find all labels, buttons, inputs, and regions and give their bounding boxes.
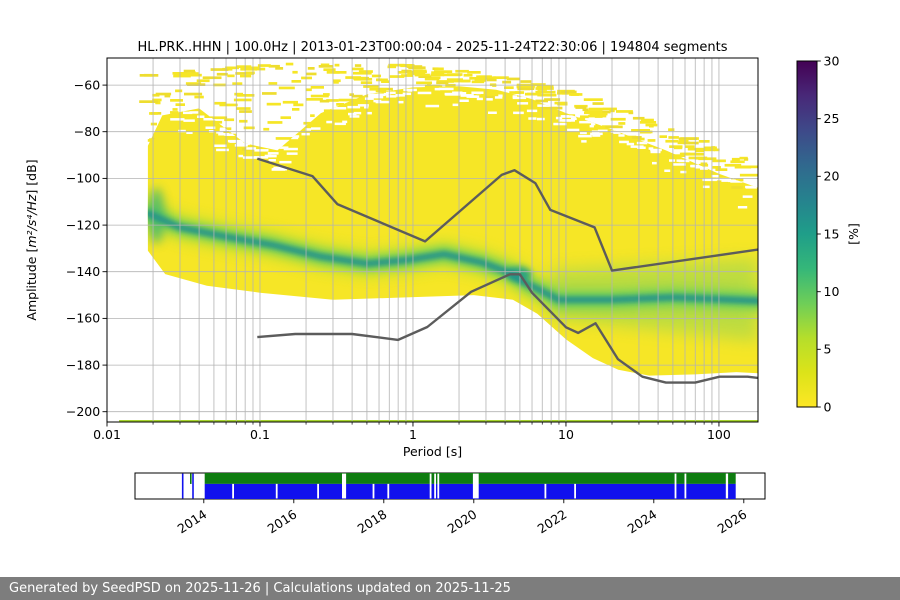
noise-model-lines	[256, 157, 758, 384]
plot-frame	[106, 57, 759, 423]
timeline-year-label: 2020	[445, 506, 480, 536]
availability-gap	[232, 483, 234, 499]
psd-white-speckles	[170, 87, 757, 209]
grid	[107, 58, 758, 422]
y-tick-label: −100	[66, 171, 100, 186]
colorbar-tick-label: 30	[824, 53, 840, 68]
x-tick-label: 0.01	[93, 427, 121, 442]
availability-gap	[342, 473, 347, 499]
availability-gap	[372, 483, 375, 499]
availability-early-mark	[181, 473, 184, 499]
x-tick-label: 10	[558, 427, 574, 442]
x-tick-label: 100	[707, 427, 731, 442]
availability-early-mark	[192, 473, 194, 499]
y-tick-label: −120	[66, 217, 100, 232]
y-tick-label: −160	[66, 311, 100, 326]
availability-gap	[674, 473, 677, 499]
availability-gap	[544, 483, 547, 499]
axes: 0.01 0.1 1 10 100 −60 −80 −100 −120 −140 −160 −180 −…	[66, 57, 759, 442]
x-axis-label: Period [s]	[403, 444, 462, 459]
availability-gap	[387, 483, 390, 499]
timeline-year-label: 2018	[355, 506, 390, 536]
timeline-year-label: 2026	[715, 506, 750, 536]
y-tick-label: −80	[74, 124, 100, 139]
y-tick-label: −200	[66, 404, 100, 419]
y-tick-label: −60	[74, 77, 100, 92]
colorbar-tick-label: 20	[824, 169, 840, 184]
availability-segment-row-blue	[204, 483, 736, 499]
plot-title: HL.PRK..HHN | 100.0Hz | 2013-01-23T00:00…	[137, 40, 727, 55]
availability-timeline: 2014 2016 2018 2020 2022 2024 2026	[134, 472, 766, 536]
availability-early-mark	[190, 473, 192, 484]
timeline-year-label: 2016	[265, 506, 300, 536]
availability-gap	[434, 473, 436, 499]
footer-bar: Generated by SeedPSD on 2025-11-26 | Cal…	[0, 577, 900, 600]
availability-segment-row-green	[204, 473, 736, 484]
colorbar-tick-label: 5	[824, 342, 832, 357]
timeline-year-label: 2014	[175, 506, 210, 536]
availability-gap	[317, 483, 319, 499]
nhnm-line	[256, 157, 758, 272]
availability-gap	[472, 473, 479, 499]
colorbar: 0 5 10 15 20 25 30	[796, 53, 840, 414]
colorbar-tick-label: 10	[824, 284, 840, 299]
psd-histogram	[119, 62, 758, 423]
availability-gap	[574, 483, 576, 499]
colorbar-label: [%]	[846, 223, 861, 245]
colorbar-gradient	[797, 61, 817, 407]
y-tick-label: −180	[66, 357, 100, 372]
footer-text: Generated by SeedPSD on 2025-11-26 | Cal…	[9, 581, 511, 596]
availability-gap	[275, 483, 278, 499]
colorbar-tick-label: 25	[824, 111, 840, 126]
availability-gap	[725, 473, 729, 499]
colorbar-tick-label: 0	[824, 399, 832, 414]
x-tick-label: 1	[409, 427, 417, 442]
timeline-year-label: 2024	[625, 506, 660, 536]
y-tick-label: −140	[66, 264, 100, 279]
availability-gap	[437, 473, 440, 499]
availability-gap	[429, 473, 432, 499]
nlnm-line	[257, 273, 758, 384]
timeline-year-label: 2022	[535, 506, 570, 536]
y-axis-label: Amplitude [m²/s⁴/Hz] [dB]	[24, 159, 39, 320]
psd-scatter-streaks	[139, 62, 758, 193]
x-tick-label: 0.1	[250, 427, 270, 442]
colorbar-tick-label: 15	[824, 226, 840, 241]
availability-gap	[684, 473, 687, 499]
psd-mode-band	[147, 187, 758, 342]
